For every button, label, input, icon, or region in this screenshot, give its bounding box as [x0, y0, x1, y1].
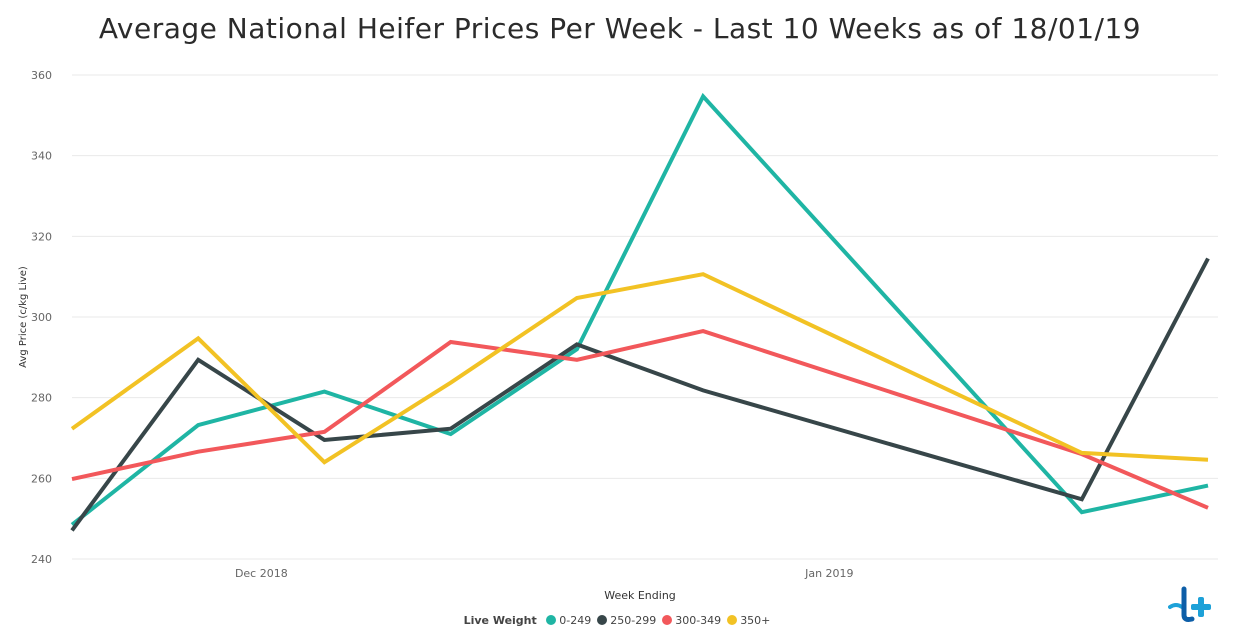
- y-axis-title: Avg Price (c/kg Live): [18, 266, 29, 368]
- gridlines: [72, 74, 1218, 560]
- legend-label: 250-299: [610, 614, 657, 627]
- y-tick-label: 260: [31, 472, 52, 485]
- y-tick-label: 280: [31, 392, 52, 405]
- x-tick-label: Jan 2019: [804, 567, 853, 580]
- tick-plus-logo: [1168, 586, 1211, 622]
- x-tick-label: Dec 2018: [235, 567, 288, 580]
- legend-item-0-249[interactable]: 0-249: [546, 614, 591, 627]
- legend-label: 350+: [740, 614, 771, 627]
- legend-item-300-349[interactable]: 300-349: [662, 614, 721, 627]
- legend-title: Live Weight: [463, 614, 537, 627]
- legend-marker: [546, 615, 557, 625]
- legend-marker: [662, 615, 673, 625]
- legend-marker: [597, 615, 608, 625]
- chart-title: Average National Heifer Prices Per Week …: [98, 12, 1142, 45]
- legend-label: 0-249: [559, 614, 592, 627]
- legend-marker: [727, 615, 738, 625]
- x-axis-title: Week Ending: [604, 589, 676, 602]
- y-tick-label: 320: [31, 230, 52, 243]
- y-tick-label: 240: [31, 553, 52, 566]
- x-axis-tick-labels: Dec 2018 Jan 2019: [235, 567, 854, 580]
- legend-items: 0-249 250-299 300-349 350+: [546, 614, 776, 627]
- y-axis-tick-labels: 240 260 280 300 320 340 360: [31, 69, 52, 566]
- series-line-300-349: [71, 329, 1209, 510]
- series-line-250-299: [70, 257, 1210, 532]
- series-line-0-249: [70, 92, 1209, 527]
- legend-item-350+[interactable]: 350+: [727, 614, 770, 627]
- y-tick-label: 300: [31, 311, 52, 324]
- legend: Live Weight 0-249 250-299 300-349 350+: [0, 614, 1240, 627]
- series-lines: [70, 92, 1210, 532]
- series-line-350+: [70, 272, 1209, 465]
- y-tick-label: 340: [31, 150, 52, 163]
- legend-label: 300-349: [675, 614, 722, 627]
- legend-item-250-299[interactable]: 250-299: [597, 614, 656, 627]
- y-tick-label: 360: [31, 69, 52, 82]
